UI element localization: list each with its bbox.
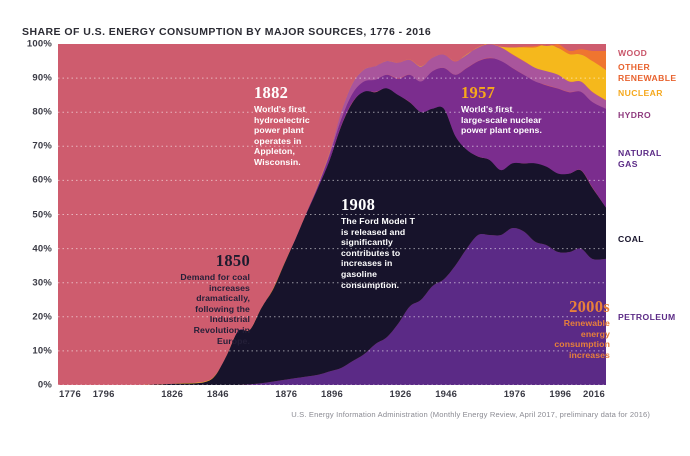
chart-svg — [58, 44, 606, 385]
y-tick-90: 90% — [32, 72, 52, 84]
y-tick-50: 50% — [32, 209, 52, 220]
annotation-body: World's first large-scale nuclear power … — [461, 104, 542, 136]
x-tick-1846: 1846 — [206, 389, 229, 400]
y-tick-40: 40% — [32, 243, 52, 255]
legend-item-petroleum: PETROLEUM — [618, 312, 676, 322]
y-tick-10: 10% — [32, 345, 52, 357]
x-tick-1776: 1776 — [59, 389, 81, 400]
y-tick-0: 0% — [37, 379, 52, 391]
area-wood — [58, 44, 606, 385]
x-axis: 1776 1796 1826 1846 1876 1896 1926 1946 1976 1996… — [58, 389, 606, 407]
annotation-year: 1957 — [461, 83, 496, 102]
annotation-body: The Ford Model T is released and signifi… — [341, 216, 415, 290]
y-tick-80: 80% — [32, 106, 52, 118]
y-axis: 100% 90% 80% 70% 60% 50% 40% 30% 20% 10% 0% — [0, 39, 52, 391]
annotation-1908: 1908 The Ford Model T is released and sig… — [341, 196, 443, 290]
gridlines — [58, 77, 606, 385]
y-tick-70: 70% — [32, 140, 52, 152]
area-coal — [58, 87, 606, 385]
source-caption: U.S. Energy Information Administration (… — [291, 410, 650, 419]
annotation-body: Demand for coal increases dramatically, … — [180, 272, 250, 346]
page-title: SHARE OF U.S. ENERGY CONSUMPTION BY MAJO… — [22, 26, 432, 38]
chart-legend: WOOD OTHER RENEWABLE NUCLEAR HYDRO NATURAL G… — [612, 44, 690, 385]
x-tick-1796: 1796 — [92, 389, 115, 400]
area-hydro — [58, 44, 606, 385]
annotation-year: 1850 — [215, 251, 250, 270]
x-tick-1896: 1896 — [321, 389, 343, 400]
annotation-year: 1882 — [254, 83, 289, 102]
x-tick-1926: 1926 — [389, 389, 412, 400]
x-tick-1826: 1826 — [161, 389, 184, 400]
x-tick-1946: 1946 — [435, 389, 458, 400]
annotation-1957: 1957 World's first large-scale nuclear po… — [461, 84, 573, 136]
annotation-year: 2000s — [569, 297, 610, 316]
annotation-1882: 1882 World's first hydroelectric power pl… — [254, 84, 354, 168]
x-tick-1976: 1976 — [503, 389, 526, 400]
annotation-2000s: 2000s Renewable energy consumption increa… — [508, 298, 610, 360]
legend-item-hydro: HYDRO — [618, 110, 652, 120]
annotation-body: Renewable energy consumption increases — [554, 318, 610, 360]
annotation-year: 1908 — [341, 195, 376, 214]
y-tick-20: 20% — [32, 311, 52, 323]
area-natural-gas — [58, 58, 606, 385]
legend-item-wood: WOOD — [618, 48, 648, 58]
annotation-1850: 1850 Demand for coal increases dramatical… — [148, 252, 250, 346]
legend-item-coal: COAL — [618, 234, 644, 244]
legend-item-natural-gas: NATURAL GAS — [618, 148, 662, 169]
legend-item-nuclear: NUCLEAR — [618, 88, 663, 98]
y-tick-30: 30% — [32, 277, 52, 289]
x-tick-2016: 2016 — [583, 389, 605, 400]
legend-item-other-renewable: OTHER RENEWABLE — [618, 62, 677, 83]
x-tick-1996: 1996 — [549, 389, 572, 400]
annotation-body: World's first hydroelectric power plant … — [254, 104, 310, 167]
x-tick-1876: 1876 — [275, 389, 298, 400]
area-petroleum — [58, 228, 606, 385]
y-tick-60: 60% — [32, 174, 52, 186]
y-tick-100: 100% — [26, 38, 52, 50]
stacked-area-chart — [58, 44, 606, 385]
area-bands — [58, 44, 606, 385]
